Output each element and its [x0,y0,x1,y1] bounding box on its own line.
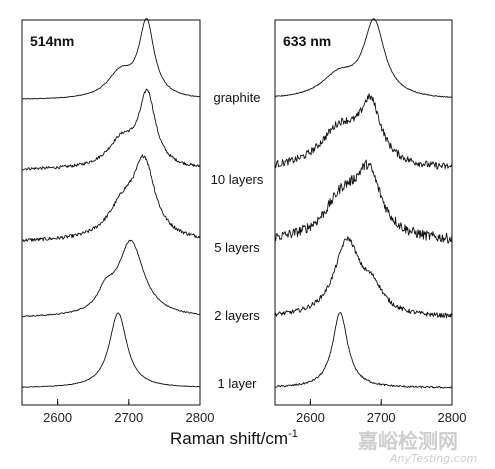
sample-label: 2 layers [214,308,260,323]
spectrum-graphite [274,18,453,98]
panel-633nm: 633 nm 2600 2700 2800 [274,18,467,425]
x-tick-label: 2800 [186,410,215,425]
spectrum-graphite [21,18,201,100]
x-tick-label: 2800 [438,410,467,425]
watermark: 嘉峪检测网 AnyTesting.com [357,429,477,465]
x-tick-label: 2600 [43,410,72,425]
spectrum-1-layer [274,312,453,389]
x-axis-label: Raman shift/cm-1 [170,428,298,448]
x-tick-label: 2600 [296,410,325,425]
panel-title: 633 nm [283,33,331,49]
panel-frame [274,19,453,406]
watermark-cn: 嘉峪检测网 [357,429,458,453]
spectrum-5-layers [274,159,453,244]
x-tick-label: 2700 [114,410,143,425]
sample-label: graphite [214,90,261,105]
x-tick-label: 2700 [367,410,396,425]
spectrum-1-layer [21,312,201,388]
spectrum-2-layers [274,236,453,319]
spectrum-2-layers [21,239,201,318]
sample-label: 5 layers [214,240,260,255]
sample-labels: graphite 10 layers 5 layers 2 layers 1 layer [211,90,264,391]
sample-label: 10 layers [211,172,264,187]
spectrum-5-layers [21,154,201,243]
watermark-en: AnyTesting.com [389,452,477,465]
spectrum-10-layers [274,93,453,170]
spectrum-10-layers [21,88,201,171]
sample-label: 1 layer [217,376,257,391]
panel-frame [21,19,201,406]
panel-title: 514nm [30,33,74,49]
panel-514nm: 514nm 2600 2700 2800 [21,18,215,425]
